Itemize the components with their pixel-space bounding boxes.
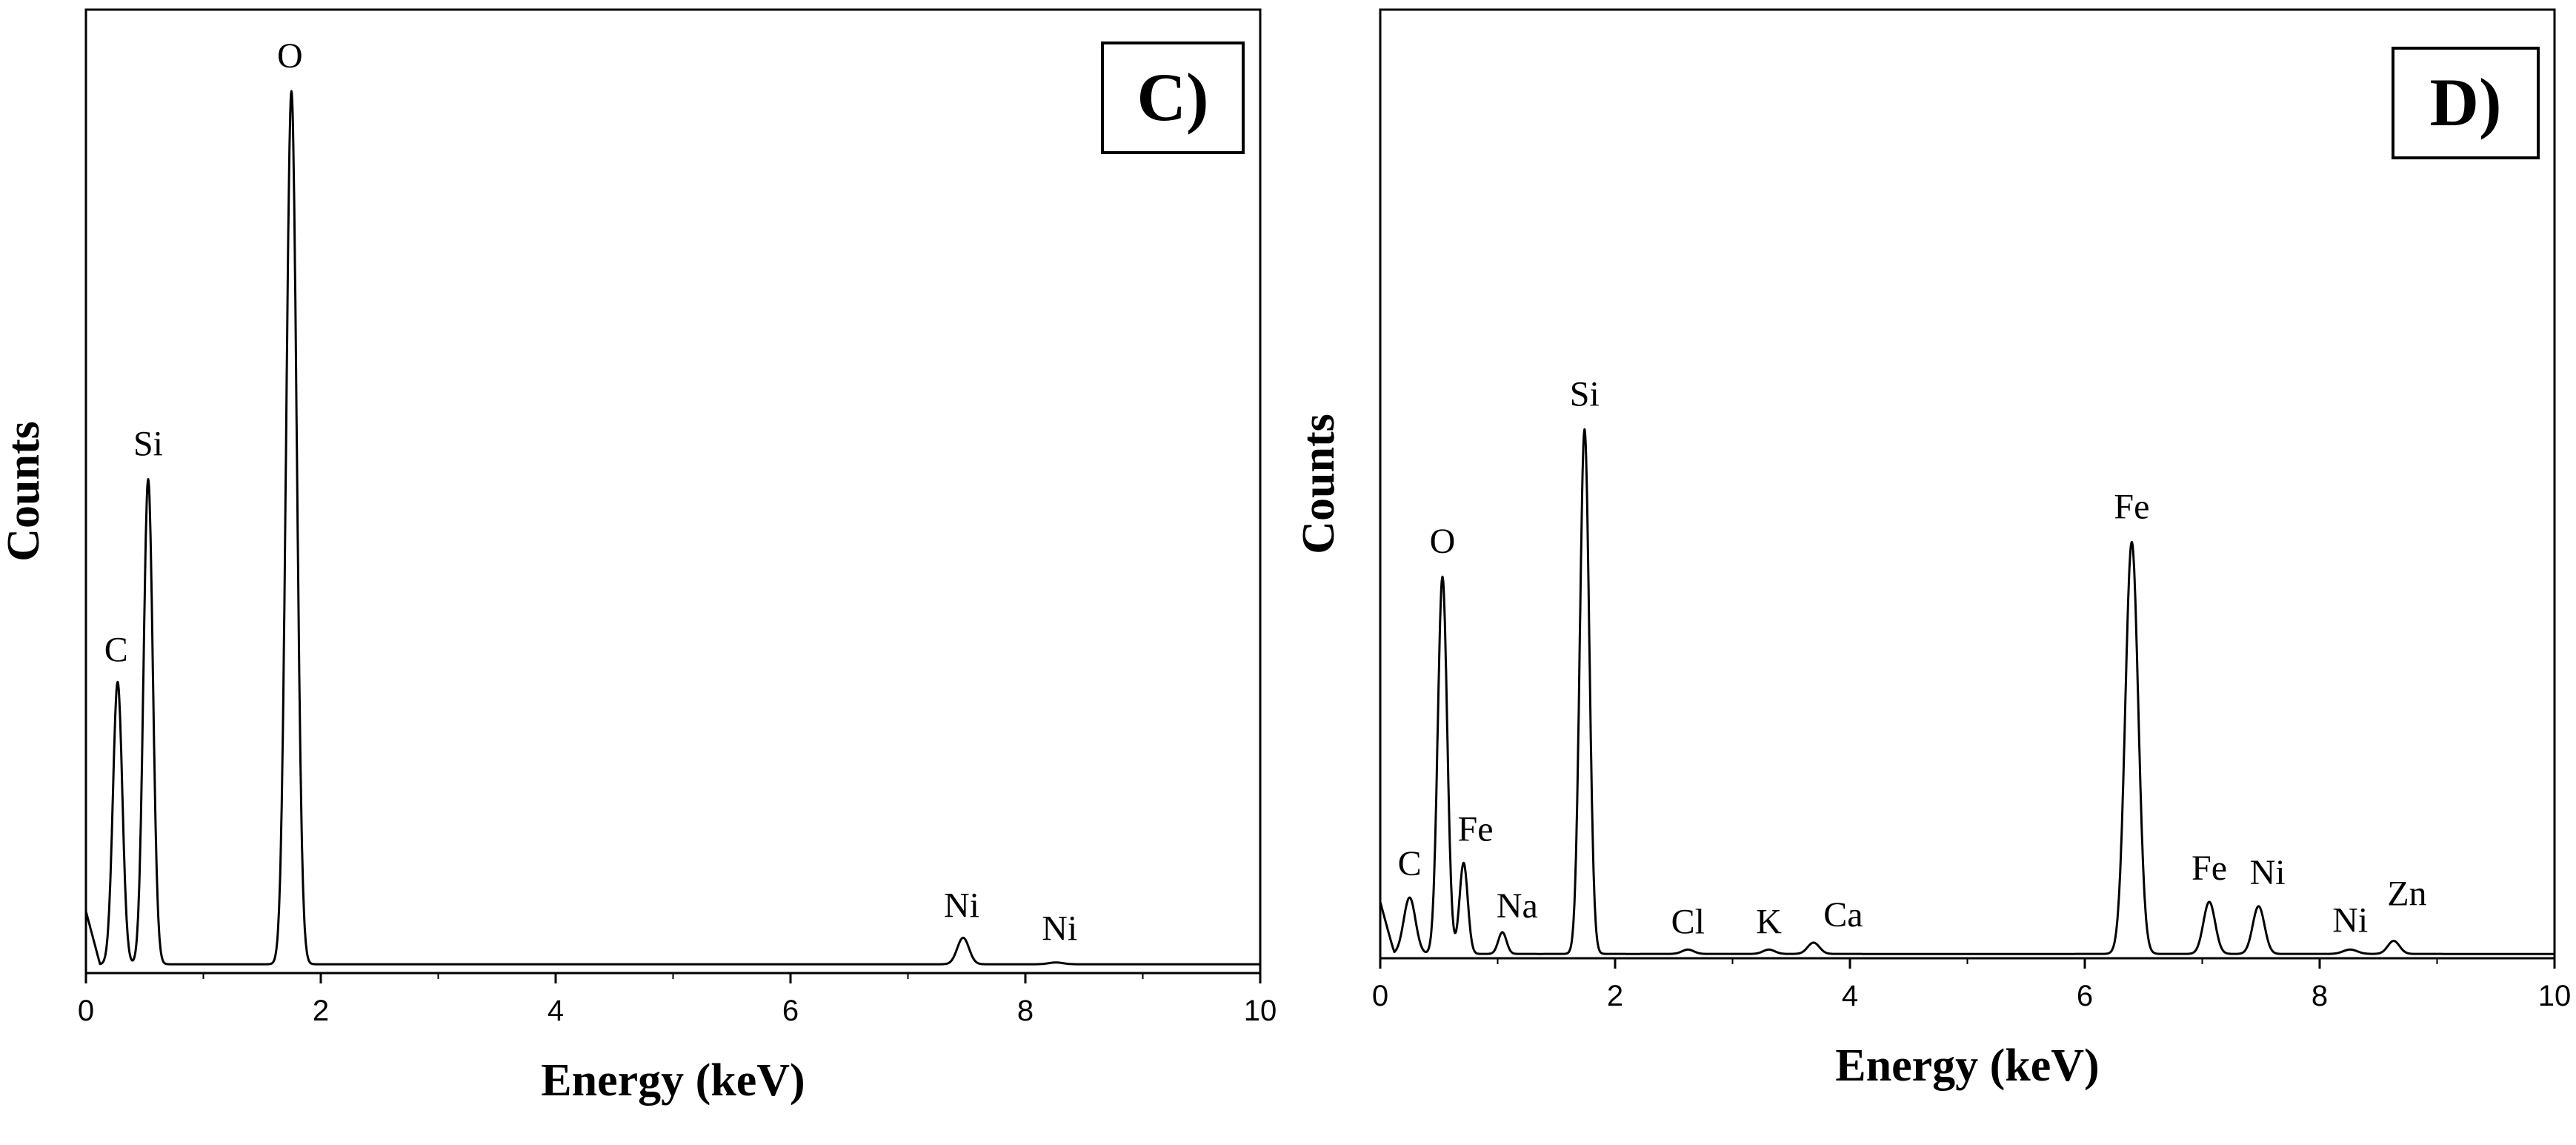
spectrum-line xyxy=(84,90,1261,966)
peak-label: Ni xyxy=(2332,900,2368,940)
x-tick-label: 0 xyxy=(1372,980,1388,1012)
plot-frame xyxy=(84,8,1262,975)
x-tick-label: 2 xyxy=(313,995,329,1027)
x-tick-label: 4 xyxy=(1842,980,1858,1012)
peak-label: Ni xyxy=(1042,909,1077,949)
x-tick-label: 0 xyxy=(78,995,94,1027)
y-axis-label: Counts xyxy=(0,421,49,562)
peak-label: Si xyxy=(1570,374,1600,414)
x-tick-label: 2 xyxy=(1607,980,1623,1012)
spectrum-line xyxy=(1379,428,2555,955)
peak-label: Fe xyxy=(2191,849,2227,888)
peak-label: C xyxy=(104,630,128,669)
peak-label: Cl xyxy=(1671,902,1705,941)
x-tick-label: 10 xyxy=(1244,995,1277,1027)
panel-c: 0 2 4 6 8 10 Energy (keV) Counts C) C Si O Ni Ni xyxy=(0,8,1277,1106)
x-tick-label: 10 xyxy=(2538,980,2572,1012)
x-tick-label: 8 xyxy=(2312,980,2328,1012)
peak-label: Na xyxy=(1497,886,1538,926)
x-tick-label: 6 xyxy=(782,995,799,1027)
y-axis-label: Counts xyxy=(1294,414,1344,554)
peak-label: K xyxy=(1756,902,1782,941)
peak-label: C xyxy=(1398,844,1422,883)
x-axis-label: Energy (keV) xyxy=(1835,1041,2099,1091)
plot-frame xyxy=(1379,8,2556,960)
panel-label-box xyxy=(2392,47,2540,159)
x-tick-label: 8 xyxy=(1017,995,1034,1027)
peak-label: Fe xyxy=(1458,809,1494,849)
x-tick-label: 6 xyxy=(2077,980,2093,1012)
panel-label: C) xyxy=(1136,59,1208,135)
panel-label: D) xyxy=(2429,64,2501,140)
x-tick-label: 4 xyxy=(548,995,564,1027)
peak-label: Ni xyxy=(2250,853,2286,892)
peak-label: Si xyxy=(133,425,163,464)
peak-label: Fe xyxy=(2114,487,2149,526)
x-axis-label: Energy (keV) xyxy=(541,1055,805,1106)
peak-label: Ca xyxy=(1823,895,1863,935)
peak-label: Ni xyxy=(944,886,979,925)
peak-label: Zn xyxy=(2387,874,2426,914)
panel-label-box xyxy=(1101,42,1245,154)
peak-label: O xyxy=(277,36,303,76)
peak-label: O xyxy=(1430,522,1456,561)
